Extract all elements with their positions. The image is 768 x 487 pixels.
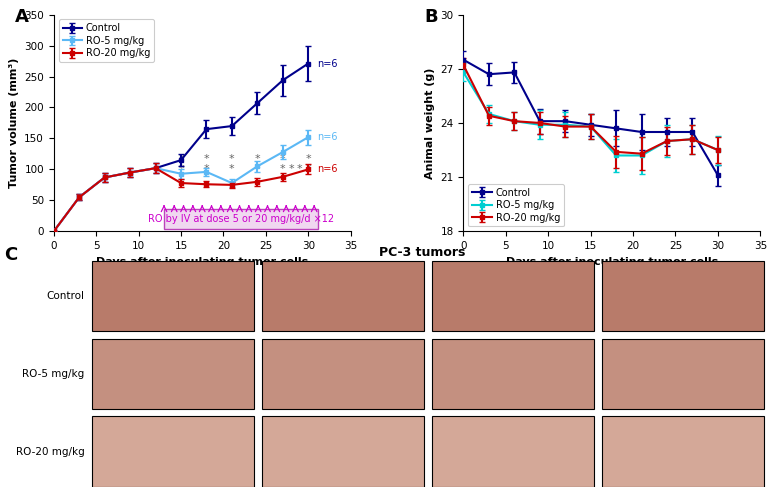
Text: *: * <box>306 154 311 165</box>
Text: *: * <box>204 164 209 174</box>
Y-axis label: Animal weight (g): Animal weight (g) <box>425 67 435 179</box>
Text: Control: Control <box>47 291 84 301</box>
Bar <box>602 416 764 487</box>
Text: B: B <box>425 8 439 26</box>
Bar <box>92 338 254 409</box>
X-axis label: Days after inoculating tumor cells: Days after inoculating tumor cells <box>506 257 718 266</box>
Text: *: * <box>289 164 294 174</box>
Text: *: * <box>280 164 286 174</box>
Bar <box>432 261 594 331</box>
Text: n=6: n=6 <box>316 132 337 142</box>
Text: n=6: n=6 <box>316 165 337 174</box>
Text: *: * <box>254 164 260 174</box>
Text: *: * <box>254 154 260 165</box>
Bar <box>432 416 594 487</box>
FancyBboxPatch shape <box>164 209 319 229</box>
Bar <box>602 261 764 331</box>
Text: C: C <box>4 246 17 264</box>
Bar <box>262 416 424 487</box>
Text: *: * <box>280 154 286 165</box>
Bar <box>92 261 254 331</box>
Text: *: * <box>178 154 184 165</box>
Text: *: * <box>297 164 303 174</box>
Legend: Control, RO-5 mg/kg, RO-20 mg/kg: Control, RO-5 mg/kg, RO-20 mg/kg <box>58 19 154 62</box>
Bar <box>432 338 594 409</box>
Text: *: * <box>229 154 235 165</box>
Bar <box>602 338 764 409</box>
Text: PC-3 tumors: PC-3 tumors <box>379 246 465 259</box>
Text: n=6: n=6 <box>316 58 337 69</box>
Bar <box>92 416 254 487</box>
Text: RO-5 mg/kg: RO-5 mg/kg <box>22 369 84 379</box>
Text: RO-20 mg/kg: RO-20 mg/kg <box>15 447 84 457</box>
Legend: Control, RO-5 mg/kg, RO-20 mg/kg: Control, RO-5 mg/kg, RO-20 mg/kg <box>468 184 564 226</box>
Bar <box>262 338 424 409</box>
Y-axis label: Tumor volume (mm³): Tumor volume (mm³) <box>8 58 18 188</box>
Text: *: * <box>204 154 209 165</box>
Text: *: * <box>306 164 311 174</box>
Text: *: * <box>229 164 235 174</box>
Text: RO by IV at dose 5 or 20 mg/kg/d ×12: RO by IV at dose 5 or 20 mg/kg/d ×12 <box>148 214 334 224</box>
Text: *: * <box>178 164 184 174</box>
Text: A: A <box>15 8 29 26</box>
X-axis label: Days after inoculating tumor cells: Days after inoculating tumor cells <box>96 257 308 266</box>
Bar <box>262 261 424 331</box>
